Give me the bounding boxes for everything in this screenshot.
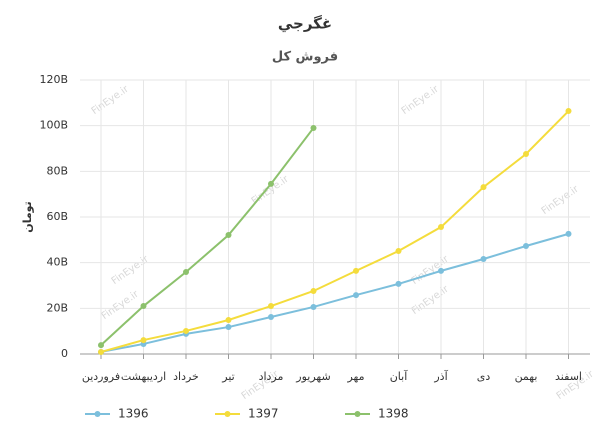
chart-title: غگرجي <box>278 15 332 33</box>
x-tick-label: فروردین <box>82 370 120 383</box>
y-tick-label: 40B <box>46 256 68 269</box>
data-point <box>310 124 317 131</box>
legend-label: 1396 <box>118 407 149 421</box>
data-point <box>225 316 232 323</box>
legend-label: 1398 <box>378 407 409 421</box>
watermark: FinEye.ir <box>110 253 152 287</box>
watermark: FinEye.ir <box>400 83 442 117</box>
watermark: FinEye.ir <box>100 288 142 322</box>
data-point <box>438 224 444 231</box>
x-tick-label: دی <box>477 370 491 383</box>
data-point <box>480 256 487 263</box>
y-tick-label: 20B <box>46 301 68 314</box>
data-point <box>310 303 317 310</box>
data-point <box>353 267 359 274</box>
data-point <box>310 287 317 294</box>
legend-dot <box>94 411 101 417</box>
x-tick-label: مهر <box>346 370 364 383</box>
data-point <box>98 342 104 349</box>
x-tick-label: آذر <box>433 369 448 383</box>
data-point <box>140 303 147 310</box>
x-tick-label: آبان <box>390 369 408 383</box>
data-point <box>268 314 274 321</box>
series-line <box>100 127 315 346</box>
x-tick-label: اردیبهشت <box>121 370 166 383</box>
data-point <box>183 327 189 334</box>
x-tick-label: تیر <box>221 370 234 383</box>
data-point <box>140 337 147 344</box>
data-point <box>183 269 189 276</box>
x-tick-label: بهمن <box>515 370 538 383</box>
data-point <box>268 180 274 187</box>
x-tick-label: خرداد <box>173 370 199 383</box>
data-point <box>395 280 402 287</box>
data-point <box>523 242 529 249</box>
y-tick-label: 0 <box>61 347 68 360</box>
y-tick-label: 120B <box>39 73 68 86</box>
data-point <box>565 108 572 115</box>
data-point <box>225 324 232 331</box>
data-point <box>268 303 274 310</box>
watermark: FinEye.ir <box>540 183 582 217</box>
data-point <box>523 150 529 157</box>
data-point <box>438 267 444 274</box>
y-axis-label: تومان <box>21 201 34 232</box>
legend-dot <box>224 411 231 417</box>
legend-label: 1397 <box>248 407 279 421</box>
y-tick-label: 60B <box>46 210 68 223</box>
x-tick-label: شهریور <box>295 370 330 383</box>
y-tick-label: 100B <box>39 119 68 132</box>
watermark: FinEye.ir <box>90 83 132 117</box>
y-tick-label: 80B <box>46 164 68 177</box>
data-point <box>565 230 572 237</box>
series-line <box>100 232 569 353</box>
x-tick-label: اسفند <box>555 370 582 383</box>
series-line <box>100 110 570 353</box>
data-point <box>395 248 402 255</box>
data-point <box>480 184 487 191</box>
data-point <box>98 348 104 355</box>
chart-subtitle: فروش کل <box>272 50 338 65</box>
legend-dot <box>354 411 361 417</box>
data-point <box>225 232 232 239</box>
x-tick-label: مرداد <box>259 370 284 383</box>
data-point <box>353 292 359 299</box>
watermark: FinEye.ir <box>410 283 452 317</box>
